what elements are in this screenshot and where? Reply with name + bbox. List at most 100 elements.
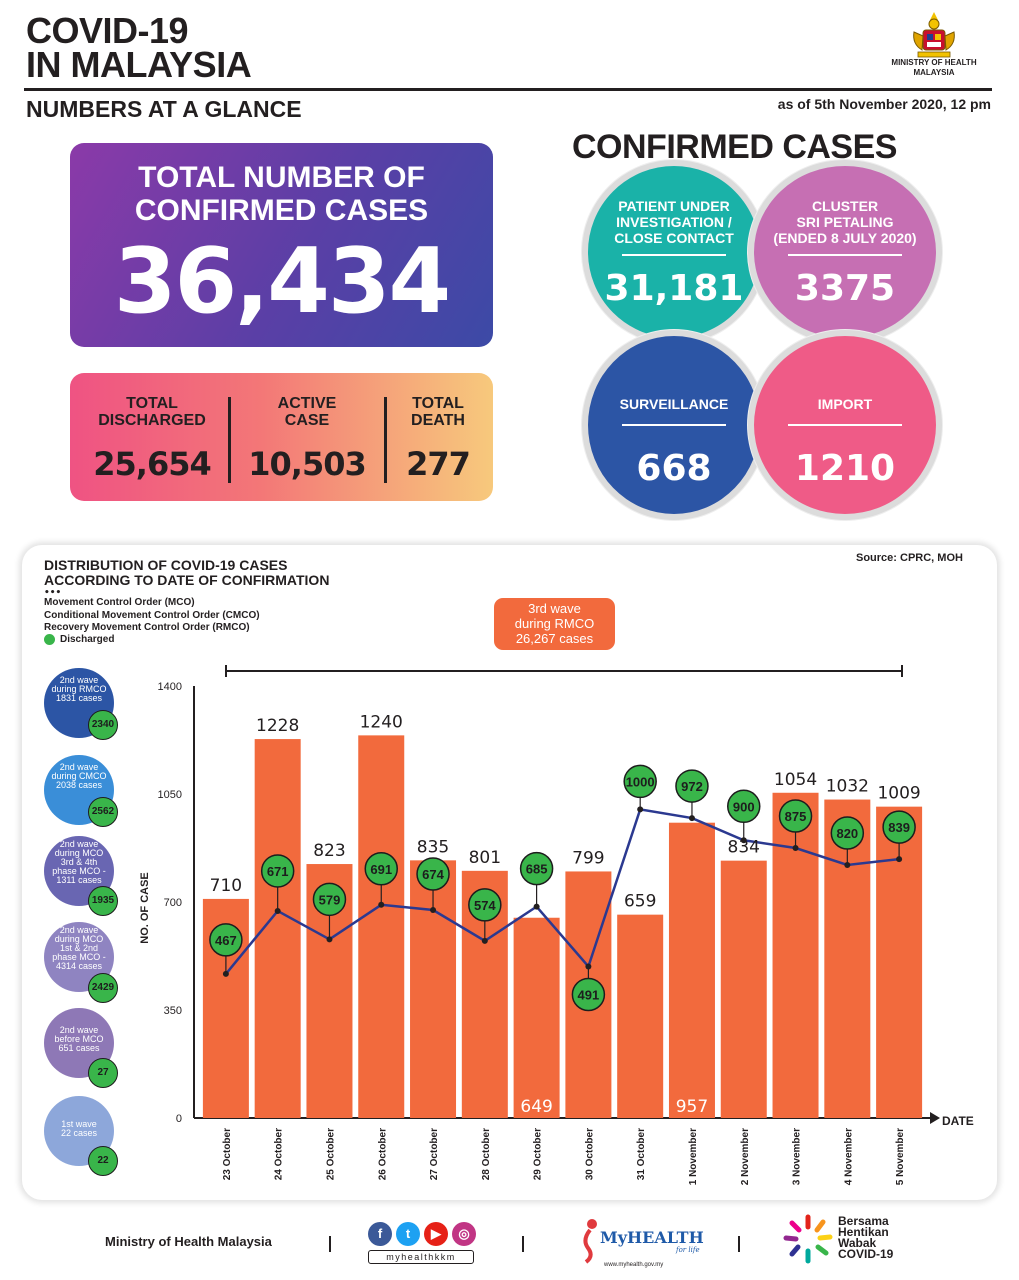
bar-value-label: 1032: [826, 777, 869, 797]
x-tick-label: 25 October: [325, 1128, 336, 1180]
circle-value: 1210: [794, 448, 896, 489]
x-tick-label: 1 November: [688, 1128, 699, 1185]
discharged-marker: [778, 799, 813, 833]
facebook-icon[interactable]: f: [368, 1222, 392, 1246]
wave-label-line: phase MCO -: [52, 952, 106, 962]
wave-label-line: 1st & 2nd: [59, 943, 99, 953]
legend-rmco: Recovery Movement Control Order (RMCO): [44, 622, 250, 633]
bar-value-label: 649: [520, 1097, 552, 1117]
line-point: [637, 806, 644, 813]
discharged-marker: [571, 977, 606, 1012]
bar: [617, 914, 664, 1118]
legend-dots: •••: [44, 588, 62, 598]
wave-label-line: 1311 cases: [56, 875, 102, 885]
wave-label-line: 2nd wave: [59, 925, 99, 935]
circle-label-line: PATIENT UNDER: [618, 198, 730, 214]
discharged-marker: [364, 852, 398, 886]
title-line-1: COVID-19: [26, 10, 189, 51]
wave-label-line: during RMCO: [51, 684, 107, 694]
instagram-icon[interactable]: ◎: [452, 1222, 476, 1246]
discharged-value-label: 1000: [626, 774, 655, 789]
line-point: [481, 937, 488, 944]
wave-label-line: during CMCO: [51, 771, 107, 781]
wave-label-line: 1st wave: [61, 1119, 97, 1129]
myhealth-logo-icon: [583, 1219, 597, 1264]
circle-divider: [788, 424, 902, 426]
bar-value-label: 1054: [774, 770, 817, 790]
social-handle[interactable]: myhealthkkm: [368, 1250, 474, 1264]
footer-divider: [329, 1236, 331, 1252]
chart-title-line-2: ACCORDING TO DATE OF CONFIRMATION: [44, 572, 330, 588]
discharged-marker: [468, 888, 502, 922]
youtube-icon[interactable]: ▶: [424, 1222, 448, 1246]
discharged-value-label: 820: [836, 826, 858, 841]
discharged-value-label: 579: [319, 892, 341, 907]
slogan-line: COVID-19: [838, 1247, 894, 1261]
circle-label-line: (ENDED 8 JULY 2020): [773, 230, 917, 246]
legend-discharged: Discharged: [60, 634, 115, 645]
twitter-icon[interactable]: t: [396, 1222, 420, 1246]
wave-label-line: 4314 cases: [55, 961, 103, 971]
line-point: [326, 936, 333, 943]
discharged-value-label: 574: [474, 898, 496, 913]
line-point: [896, 856, 903, 863]
line-point: [378, 901, 385, 908]
circle-value: 668: [636, 448, 712, 489]
stat-divider: [384, 397, 387, 483]
confirmed-cases-title: CONFIRMED CASES: [572, 128, 897, 166]
bar-value-label: 957: [676, 1097, 708, 1117]
x-axis-arrow: [930, 1112, 940, 1124]
stat-divider: [228, 397, 231, 483]
circle-divider: [622, 254, 726, 256]
wave-label: 2nd wave during RMCO 1831 cases: [48, 676, 110, 703]
wave-box-line: 26,267 cases: [515, 631, 594, 646]
wave-label: 2nd wave before MCO 651 cases: [48, 1026, 110, 1053]
bar-value-label: 835: [417, 837, 449, 857]
wave-circle-mco-1-2: 2nd wave during MCO 1st & 2nd phase MCO -43…: [44, 922, 114, 992]
circle-surveillance: SURVEILLANCE 668: [582, 330, 766, 520]
stat-label: TOTAL DISCHARGED: [76, 395, 228, 429]
as-of-timestamp: as of 5th November 2020, 12 pm: [777, 96, 991, 112]
wave-label-line: 2038 cases: [55, 780, 103, 790]
slogan-line: Bersama: [838, 1214, 889, 1228]
x-tick-label: 31 October: [636, 1128, 647, 1180]
chart-title-line-1: DISTRIBUTION OF COVID-19 CASES: [44, 557, 288, 573]
x-tick-label: 23 October: [222, 1128, 233, 1180]
y-tick-label: 350: [164, 1005, 182, 1017]
wave-box-line: during RMCO: [514, 616, 595, 631]
total-confirmed-card: TOTAL NUMBER OF CONFIRMED CASES 36,434: [70, 143, 493, 347]
circle-value: 31,181: [604, 268, 744, 309]
discharged-marker: [416, 857, 450, 891]
discharged-marker: [312, 882, 347, 917]
myhealth-url[interactable]: www.myhealth.gov.my: [604, 1262, 664, 1268]
stat-label-line-2: CASE: [284, 412, 330, 429]
x-tick-label: 27 October: [429, 1128, 440, 1180]
chart-title: DISTRIBUTION OF COVID-19 CASES ACCORDING…: [44, 558, 329, 588]
discharged-value-label: 685: [526, 862, 548, 877]
discharged-value-label: 467: [215, 933, 237, 948]
wave-badge: 27: [88, 1058, 118, 1088]
circle-divider: [622, 424, 726, 426]
slogan-line: Hentikan: [838, 1225, 889, 1239]
legend-mco: Movement Control Order (MCO): [44, 597, 195, 608]
x-tick-label: 30 October: [584, 1128, 595, 1180]
circle-label: CLUSTER SRI PETALING (ENDED 8 JULY 2020): [764, 198, 926, 246]
wave-label-line: 22 cases: [60, 1128, 98, 1138]
bar-value-label: 1009: [877, 784, 920, 804]
x-tick-label: 24 October: [274, 1128, 285, 1180]
wave-label-line: 1831 cases: [55, 693, 103, 703]
y-tick-label: 700: [164, 897, 182, 909]
circle-label-line: INVESTIGATION /: [616, 214, 732, 230]
circle-pui-close-contact: PATIENT UNDER INVESTIGATION / CLOSE CONT…: [582, 160, 766, 344]
chart-labels: 710 23 October 1228 24 October 823 25 October…: [210, 712, 921, 1185]
wave-label-line: 651 cases: [58, 1043, 100, 1053]
header-divider: [24, 88, 992, 91]
circle-label: SURVEILLANCE: [619, 396, 729, 412]
circle-label-line: SRI PETALING: [796, 214, 894, 230]
wave-label-line: 3rd & 4th: [60, 857, 98, 867]
bar-value-label: 799: [572, 848, 604, 868]
line-point: [792, 845, 799, 851]
discharged-marker: [209, 923, 243, 957]
stat-label-line-2: DISCHARGED: [98, 412, 206, 429]
stat-value: 25,654: [93, 445, 211, 483]
